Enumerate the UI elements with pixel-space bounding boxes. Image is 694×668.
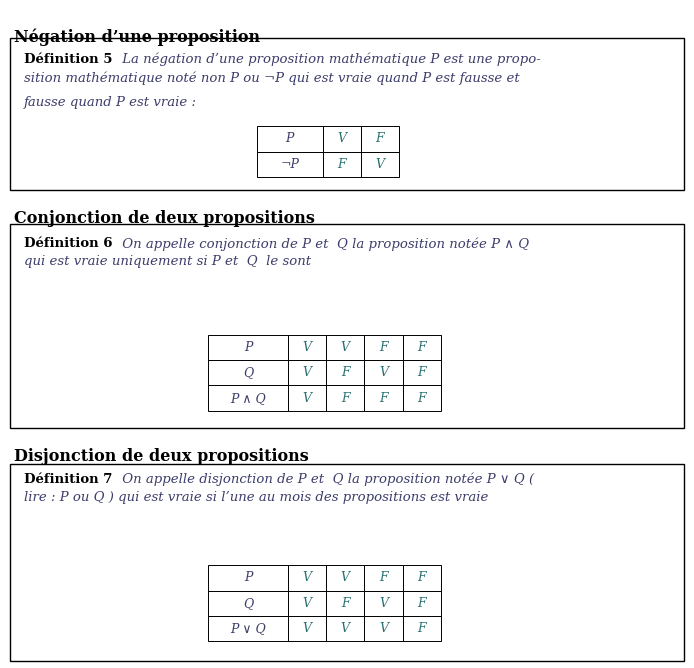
Bar bbox=[323, 126, 361, 152]
Text: V: V bbox=[303, 391, 312, 405]
Bar bbox=[364, 385, 403, 411]
Text: Définition 6: Définition 6 bbox=[24, 237, 113, 250]
Bar bbox=[208, 616, 288, 641]
Text: Conjonction de deux propositions: Conjonction de deux propositions bbox=[14, 210, 315, 227]
FancyBboxPatch shape bbox=[10, 38, 684, 190]
Text: V: V bbox=[375, 158, 384, 171]
FancyBboxPatch shape bbox=[10, 464, 684, 661]
FancyBboxPatch shape bbox=[10, 224, 684, 428]
Text: P: P bbox=[285, 132, 294, 146]
Bar bbox=[257, 126, 323, 152]
Text: F: F bbox=[341, 391, 350, 405]
Bar bbox=[403, 335, 441, 360]
Text: ¬P: ¬P bbox=[280, 158, 299, 171]
Text: fausse quand P est vraie :: fausse quand P est vraie : bbox=[24, 96, 197, 108]
Bar bbox=[364, 591, 403, 616]
Text: F: F bbox=[379, 391, 388, 405]
Bar bbox=[364, 335, 403, 360]
Bar bbox=[288, 591, 326, 616]
Bar bbox=[326, 335, 364, 360]
Bar bbox=[364, 616, 403, 641]
Text: F: F bbox=[379, 341, 388, 354]
Text: F: F bbox=[375, 132, 384, 146]
Text: F: F bbox=[379, 571, 388, 584]
Bar bbox=[361, 126, 399, 152]
Bar bbox=[288, 360, 326, 385]
Bar bbox=[403, 591, 441, 616]
Text: Disjonction de deux propositions: Disjonction de deux propositions bbox=[14, 448, 309, 464]
Text: P ∨ Q: P ∨ Q bbox=[230, 622, 266, 635]
Bar bbox=[326, 591, 364, 616]
Bar bbox=[208, 591, 288, 616]
Text: F: F bbox=[417, 341, 426, 354]
Bar bbox=[288, 335, 326, 360]
Text: V: V bbox=[341, 341, 350, 354]
Text: V: V bbox=[303, 571, 312, 584]
Text: La négation d’une proposition mathématique P est une propo-: La négation d’une proposition mathématiq… bbox=[118, 53, 541, 66]
Bar bbox=[361, 152, 399, 177]
Text: V: V bbox=[379, 597, 388, 610]
Text: Définition 7: Définition 7 bbox=[24, 473, 112, 486]
Text: qui est vraie uniquement si P et  Q  le sont: qui est vraie uniquement si P et Q le so… bbox=[24, 255, 312, 268]
Text: lire : P ou Q ) qui est vraie si l’une au mois des propositions est vraie: lire : P ou Q ) qui est vraie si l’une a… bbox=[24, 491, 489, 504]
Text: V: V bbox=[379, 622, 388, 635]
Text: F: F bbox=[417, 571, 426, 584]
Bar bbox=[364, 565, 403, 591]
Text: Définition 5: Définition 5 bbox=[24, 53, 113, 65]
Text: V: V bbox=[303, 622, 312, 635]
Text: Q: Q bbox=[243, 366, 253, 379]
Bar bbox=[326, 360, 364, 385]
Bar bbox=[208, 385, 288, 411]
Text: Q: Q bbox=[243, 597, 253, 610]
Bar bbox=[208, 335, 288, 360]
Bar bbox=[403, 565, 441, 591]
Text: F: F bbox=[341, 366, 350, 379]
Text: P: P bbox=[244, 341, 253, 354]
Bar bbox=[364, 360, 403, 385]
Text: F: F bbox=[417, 366, 426, 379]
Bar bbox=[326, 616, 364, 641]
Bar bbox=[326, 565, 364, 591]
Text: P: P bbox=[244, 571, 253, 584]
Text: F: F bbox=[417, 391, 426, 405]
Bar bbox=[208, 360, 288, 385]
Text: V: V bbox=[341, 571, 350, 584]
Text: F: F bbox=[341, 597, 350, 610]
Bar bbox=[208, 565, 288, 591]
Bar bbox=[403, 385, 441, 411]
Text: F: F bbox=[337, 158, 346, 171]
Text: F: F bbox=[417, 597, 426, 610]
Text: P ∧ Q: P ∧ Q bbox=[230, 391, 266, 405]
Text: On appelle disjonction de P et  Q la proposition notée P ∨ Q (: On appelle disjonction de P et Q la prop… bbox=[118, 473, 534, 486]
Bar bbox=[403, 616, 441, 641]
Text: F: F bbox=[417, 622, 426, 635]
Bar bbox=[403, 360, 441, 385]
Text: V: V bbox=[379, 366, 388, 379]
Text: V: V bbox=[303, 366, 312, 379]
Text: V: V bbox=[341, 622, 350, 635]
Text: Négation d’une proposition: Négation d’une proposition bbox=[14, 28, 260, 45]
Bar bbox=[288, 565, 326, 591]
Bar bbox=[288, 385, 326, 411]
Bar bbox=[323, 152, 361, 177]
Text: On appelle conjonction de P et  Q la proposition notée P ∧ Q: On appelle conjonction de P et Q la prop… bbox=[118, 237, 529, 250]
Text: sition mathématique noté non P ou ¬P qui est vraie quand P est fausse et: sition mathématique noté non P ou ¬P qui… bbox=[24, 71, 520, 85]
Bar bbox=[288, 616, 326, 641]
Text: V: V bbox=[337, 132, 346, 146]
Text: V: V bbox=[303, 597, 312, 610]
Text: V: V bbox=[303, 341, 312, 354]
Bar bbox=[326, 385, 364, 411]
Bar bbox=[257, 152, 323, 177]
